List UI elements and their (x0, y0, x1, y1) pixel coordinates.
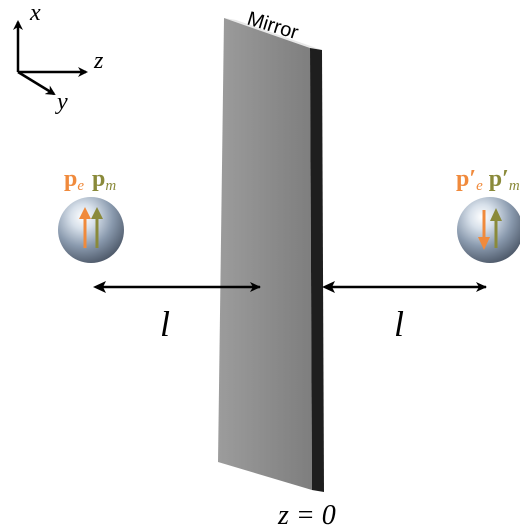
mirror-position-label: z = 0 (277, 500, 336, 530)
mirror-top-edge (224, 18, 322, 50)
right-electric-symbol: p′ (456, 166, 476, 192)
mirror-position-text: z = 0 (277, 500, 336, 530)
left-particle-sphere (58, 197, 124, 263)
mirror-side-face (310, 48, 324, 492)
right-electric-subscript: e (476, 178, 483, 194)
right-magnetic-symbol: p′ (489, 166, 509, 192)
mirror-front-face (218, 18, 312, 490)
right-particle-sphere (457, 197, 520, 263)
left-dipole: pe pm (58, 166, 124, 263)
right-dipole-label: p′e p′m (456, 166, 520, 194)
y-axis-label: y (55, 89, 68, 115)
right-distance-arrowhead-start (322, 281, 335, 293)
right-dipole: p′e p′m (456, 166, 520, 263)
left-magnetic-dipole-arrow (91, 207, 103, 248)
left-distance-arrowhead-start (93, 281, 106, 293)
left-electric-symbol: p (64, 166, 77, 192)
left-electric-subscript: e (77, 178, 84, 194)
left-magnetic-subscript: m (105, 178, 116, 194)
left-distance-label: l (160, 304, 170, 344)
right-electric-dipole-arrow (478, 210, 490, 250)
mirror: Mirror z = 0 (218, 8, 336, 530)
z-axis-label: z (93, 48, 104, 74)
left-distance: l (93, 281, 261, 344)
left-magnetic-symbol: p (92, 166, 105, 192)
right-distance: l (322, 281, 487, 344)
left-electric-dipole-arrow (79, 207, 91, 248)
coordinate-axes: x z y (13, 0, 104, 115)
right-magnetic-subscript: m (509, 178, 520, 194)
left-dipole-label: pe pm (64, 166, 116, 194)
y-axis-arrow (17, 70, 56, 96)
right-distance-label: l (394, 304, 404, 344)
right-magnetic-dipole-arrow (490, 208, 502, 248)
x-axis-label: x (29, 0, 41, 26)
